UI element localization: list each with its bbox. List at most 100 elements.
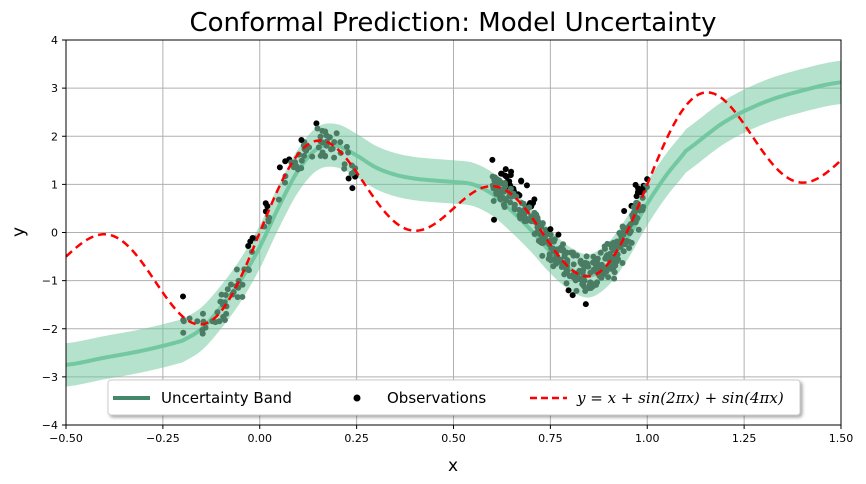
observation-point (502, 166, 509, 173)
grid-lines (65, 39, 842, 426)
observation-point (601, 243, 608, 250)
true-function-series (66, 91, 841, 326)
observation-point (583, 253, 590, 260)
uncertainty-band-area (66, 60, 841, 387)
observation-point (507, 185, 514, 192)
observation-point (523, 182, 530, 189)
observation-point (341, 161, 348, 168)
observation-point (620, 248, 627, 255)
observation-point (317, 133, 324, 140)
observation-point (626, 244, 633, 251)
y-tick-label: −1 (42, 275, 58, 288)
observation-point (233, 266, 240, 273)
observation-point (282, 179, 288, 186)
legend-box (107, 379, 801, 416)
observation-point (249, 234, 256, 241)
observation-point (180, 329, 187, 336)
observation-point (199, 330, 206, 337)
observation-point (569, 292, 576, 299)
observation-point (180, 293, 187, 300)
observation-point (517, 209, 524, 216)
observation-point (276, 164, 283, 171)
true-function-line (66, 91, 841, 326)
observation-point (218, 291, 225, 298)
legend: Uncertainty Band Observations y = x + si… (107, 379, 801, 416)
observation-point (623, 237, 630, 244)
observation-point (314, 125, 321, 132)
observation-point (227, 281, 234, 288)
observation-point (328, 146, 335, 153)
observation-point (490, 197, 497, 204)
observation-point (199, 310, 206, 317)
uncertainty-band-series (66, 80, 841, 367)
observation-point (565, 287, 572, 294)
observation-point (558, 264, 565, 271)
chart-title: Conformal Prediction: Model Uncertainty (190, 8, 717, 38)
observation-point (564, 267, 571, 274)
observation-point (632, 219, 639, 226)
observation-point (590, 253, 597, 260)
observation-point (610, 247, 617, 254)
observation-point (619, 260, 626, 267)
observation-point (555, 231, 562, 238)
y-tick-label: −2 (42, 323, 58, 336)
observation-point (589, 259, 596, 266)
observation-point (323, 142, 330, 149)
observation-point (580, 283, 587, 290)
observation-point (333, 130, 340, 137)
observation-point (580, 262, 587, 269)
observation-point (550, 263, 557, 270)
observation-point (597, 249, 604, 256)
observation-point (234, 294, 241, 301)
observation-point (341, 165, 348, 172)
observation-point (613, 258, 620, 265)
observation-point (349, 185, 356, 192)
observation-point (633, 199, 640, 206)
observation-point (186, 315, 193, 322)
observation-point (290, 161, 297, 168)
observation-point (611, 275, 618, 282)
observation-point (343, 143, 350, 150)
observation-point (298, 165, 305, 172)
observation-point (345, 175, 352, 182)
observation-point (491, 216, 498, 223)
observation-point (216, 318, 223, 325)
x-tick-label: −0.50 (49, 432, 83, 445)
observation-point (298, 137, 305, 144)
uncertainty-band-fill (66, 60, 841, 387)
observation-point (298, 157, 305, 164)
observation-point (607, 241, 614, 248)
observation-point (498, 179, 505, 186)
x-tick-label: −0.25 (146, 432, 180, 445)
observation-point (578, 277, 585, 284)
observation-point (560, 246, 567, 253)
observation-point (262, 200, 269, 207)
observation-point (489, 156, 496, 163)
y-tick-label: 4 (51, 34, 58, 47)
observation-point (491, 174, 498, 181)
observation-point (315, 144, 322, 151)
observation-point (539, 238, 546, 245)
x-tick-label: 0.75 (538, 432, 563, 445)
observation-point (239, 293, 246, 300)
x-axis-ticks: −0.50 −0.25 0.00 0.25 0.50 0.75 1.00 1.25 1.50 (49, 425, 853, 445)
observation-point (202, 324, 209, 331)
observation-point (597, 262, 604, 269)
observation-point (632, 181, 639, 188)
y-tick-label: 0 (51, 227, 58, 240)
observation-point (547, 226, 554, 233)
observation-point (275, 196, 282, 203)
observation-point (331, 138, 338, 145)
observation-point (621, 207, 628, 214)
legend-label-formula: y = x + sin(2πx) + sin(4πx) (576, 389, 784, 407)
observation-point (573, 287, 580, 294)
observation-point (539, 252, 546, 259)
observation-point (635, 226, 642, 233)
observation-point (531, 196, 538, 203)
observation-point (239, 281, 246, 288)
observation-point (309, 153, 316, 160)
uncertainty-band-line (66, 80, 841, 367)
observation-point (550, 256, 557, 263)
y-tick-label: 2 (51, 130, 58, 143)
